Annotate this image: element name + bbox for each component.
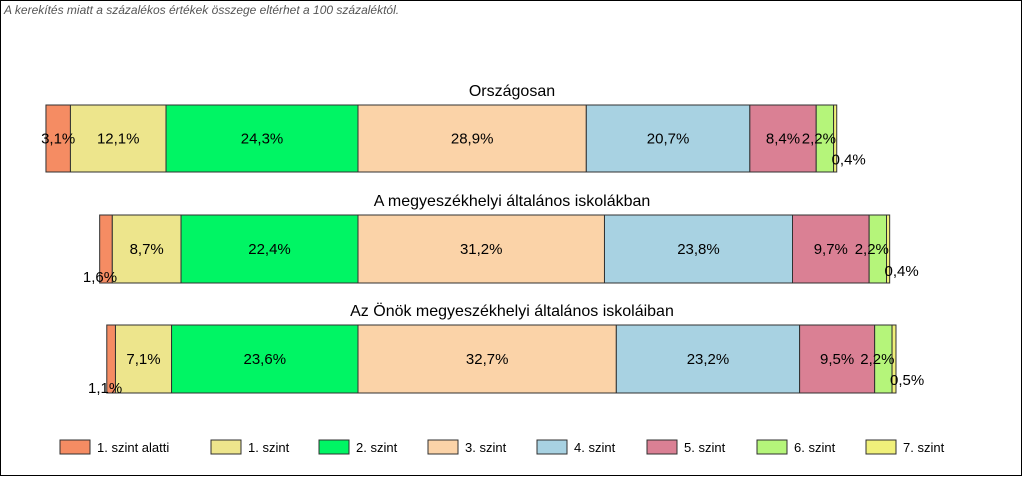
legend-swatch [427, 439, 459, 455]
legend-item: 1. szint [210, 439, 290, 455]
bar-segment [165, 104, 359, 173]
legend-item: 3. szint [427, 439, 507, 455]
bar-group-1: Országosan 3,1% 12,1% 24,3% 28,9% 20,7% 8,4% 2,… [41, 83, 866, 173]
bar-segment [749, 104, 817, 173]
data-label: 31,2% [460, 241, 503, 258]
bar-segment [833, 104, 838, 173]
legend-item: 1. szint alatti [59, 439, 169, 455]
legend-label: 6. szint [794, 440, 836, 455]
data-label: 2,2% [860, 351, 894, 368]
legend: 1. szint alatti 1. szint 2. szint 3. szint 4… [59, 439, 945, 455]
bar-group-2: A megyeszékhelyi általános iskolákban 1,6… [83, 193, 919, 286]
legend-item: 4. szint [536, 439, 616, 455]
legend-item: 7. szint [865, 439, 945, 455]
bar-segment [111, 214, 182, 284]
bar-segment [180, 214, 359, 284]
bar-segment [45, 104, 71, 173]
data-label: 22,4% [248, 241, 291, 258]
data-label: 2,2% [802, 131, 836, 148]
bar-group-3: Az Önök megyeszékhelyi általános iskolái… [88, 302, 924, 397]
bar-segment [69, 104, 167, 173]
data-label: 23,6% [244, 351, 287, 368]
legend-swatch [536, 439, 568, 455]
legend-label: 5. szint [684, 440, 726, 455]
bar-segment [615, 324, 801, 394]
legend-label: 2. szint [356, 440, 398, 455]
data-label: 3,1% [41, 131, 75, 148]
group-title: Az Önök megyeszékhelyi általános iskolái… [350, 302, 674, 320]
bar-segment [886, 214, 891, 284]
bar-segment [357, 104, 587, 173]
data-label: 8,7% [130, 241, 164, 258]
bar-segment [357, 214, 605, 284]
legend-swatch [318, 439, 350, 455]
bar-segment [603, 214, 793, 284]
bar-segment [792, 214, 870, 284]
rounding-note: A kerekítés miatt a százalékos értékek ö… [4, 3, 400, 17]
data-label: 0,4% [885, 263, 919, 280]
legend-swatch [210, 439, 242, 455]
data-label: 24,3% [241, 131, 284, 148]
data-label: 23,8% [677, 241, 720, 258]
legend-item: 2. szint [318, 439, 398, 455]
data-label: 0,4% [832, 152, 866, 169]
data-label: 9,5% [820, 351, 854, 368]
data-label: 8,4% [766, 131, 800, 148]
legend-label: 3. szint [465, 440, 507, 455]
legend-swatch [646, 439, 678, 455]
legend-label: 7. szint [903, 440, 945, 455]
data-label: 23,2% [687, 351, 730, 368]
data-label: 1,6% [83, 269, 117, 286]
data-label: 28,9% [451, 131, 494, 148]
legend-swatch [865, 439, 897, 455]
data-label: 12,1% [97, 131, 140, 148]
legend-swatch [756, 439, 788, 455]
data-label: 32,7% [466, 351, 509, 368]
legend-label: 1. szint alatti [97, 440, 169, 455]
legend-label: 4. szint [574, 440, 616, 455]
data-label: 1,1% [88, 380, 122, 397]
legend-item: 6. szint [756, 439, 836, 455]
bar-segment [891, 324, 897, 394]
legend-item: 5. szint [646, 439, 726, 455]
bar-segment [799, 324, 876, 394]
legend-swatch [59, 439, 91, 455]
data-label: 2,2% [855, 241, 889, 258]
bar-segment [171, 324, 359, 394]
group-title: A megyeszékhelyi általános iskolákban [374, 193, 651, 210]
group-title: Országosan [469, 83, 555, 100]
data-label: 9,7% [814, 241, 848, 258]
data-label: 7,1% [126, 351, 160, 368]
bar-segment [585, 104, 751, 173]
data-label: 0,5% [890, 372, 924, 389]
data-label: 20,7% [647, 131, 690, 148]
legend-label: 1. szint [248, 440, 290, 455]
